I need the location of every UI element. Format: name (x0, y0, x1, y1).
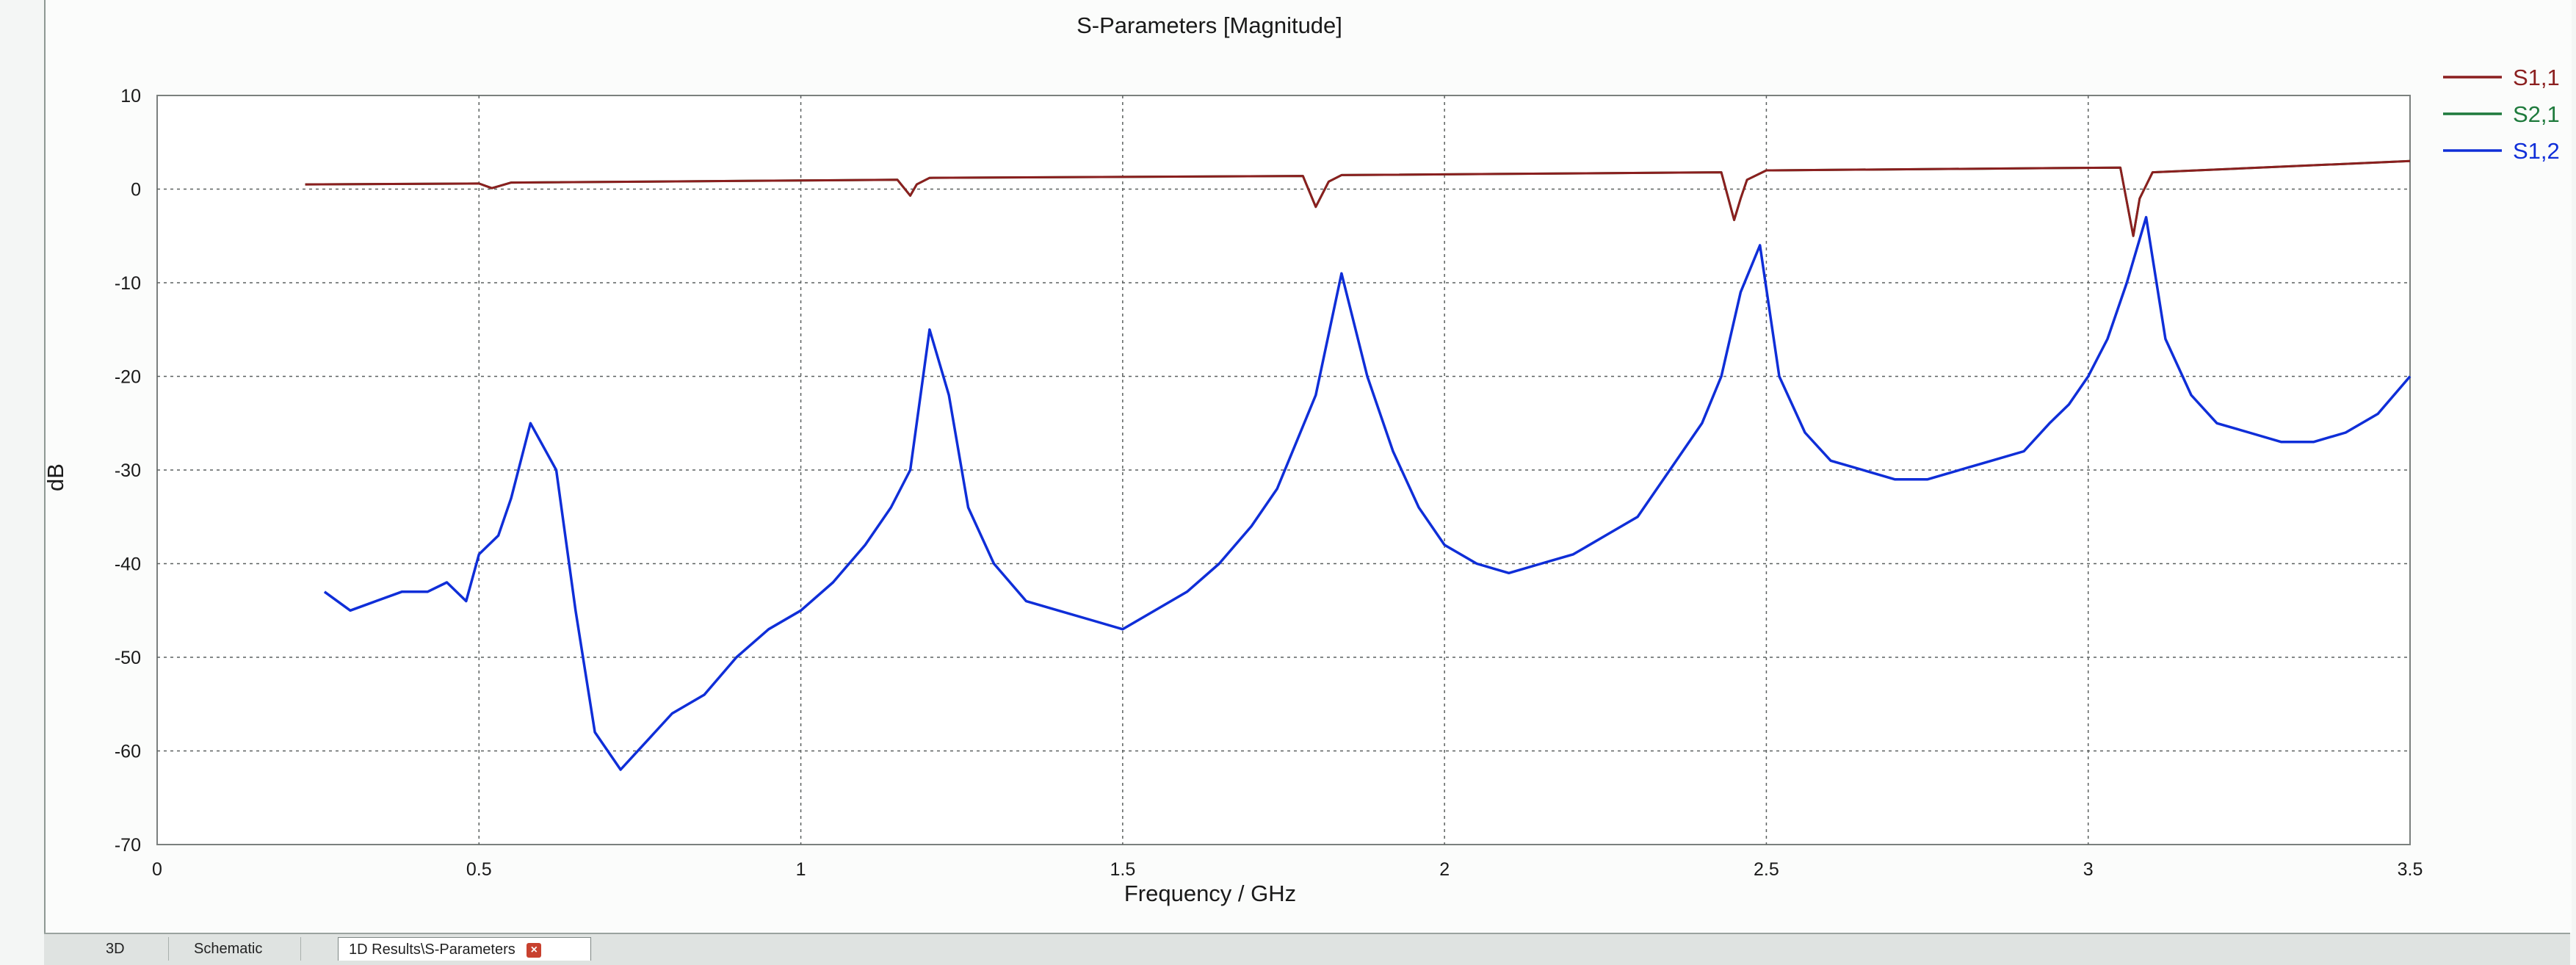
y-tick-label: -20 (115, 367, 141, 388)
series-line-s1-1 (305, 159, 2411, 237)
x-tick-label: 0 (152, 859, 162, 880)
s-parameter-chart: S-Parameters [Magnitude] 0 0.5 1 1.5 2 2.5 3 3.… (46, 12, 2560, 906)
tab-label: 1D Results\S-Parameters (349, 941, 515, 958)
x-tick-label: 3 (2083, 859, 2094, 880)
y-tick-label: -10 (115, 273, 141, 294)
tab-1d-results-s-parameters[interactable]: 1D Results\S-Parameters × (338, 937, 591, 961)
y-tick-label: -50 (115, 648, 141, 668)
x-axis-ticks: 0 0.5 1 1.5 2 2.5 3 3.5 (152, 859, 2423, 880)
legend: S1,1 S2,1 S1,2 (2443, 65, 2560, 164)
series-lines (305, 159, 2412, 771)
close-icon[interactable]: × (527, 942, 542, 958)
legend-label: S1,2 (2513, 138, 2560, 164)
tab-3d[interactable]: 3D (95, 937, 169, 961)
y-tick-label: 0 (131, 180, 141, 200)
y-axis-label: dB (46, 463, 68, 491)
tab-label: Schematic (194, 941, 263, 957)
y-tick-label: -60 (115, 742, 141, 762)
document-tab-bar: 3D Schematic 1D Results\S-Parameters × (44, 933, 2570, 965)
y-tick-label: -30 (115, 460, 141, 481)
legend-label: S2,1 (2513, 101, 2560, 127)
x-tick-label: 1 (796, 859, 806, 880)
legend-label: S1,1 (2513, 65, 2560, 90)
y-tick-label: -40 (115, 554, 141, 575)
y-tick-label: -70 (115, 835, 141, 856)
y-axis-ticks: 10 0 -10 -20 -30 -40 -50 -60 -70 (115, 86, 141, 856)
chart-title: S-Parameters [Magnitude] (1077, 12, 1342, 38)
chart-panel: S-Parameters [Magnitude] 0 0.5 1 1.5 2 2.5 3 3.… (44, 0, 2572, 933)
x-tick-label: 3.5 (2398, 859, 2423, 880)
tab-schematic[interactable]: Schematic (184, 937, 301, 961)
tab-label: 3D (106, 941, 125, 957)
x-tick-label: 0.5 (466, 859, 492, 880)
x-tick-label: 2.5 (1754, 859, 1779, 880)
y-tick-label: 10 (120, 86, 141, 106)
x-axis-label: Frequency / GHz (1124, 881, 1296, 906)
x-tick-label: 1.5 (1110, 859, 1135, 880)
series-line-s1-2 (323, 216, 2412, 771)
x-tick-label: 2 (1439, 859, 1450, 880)
